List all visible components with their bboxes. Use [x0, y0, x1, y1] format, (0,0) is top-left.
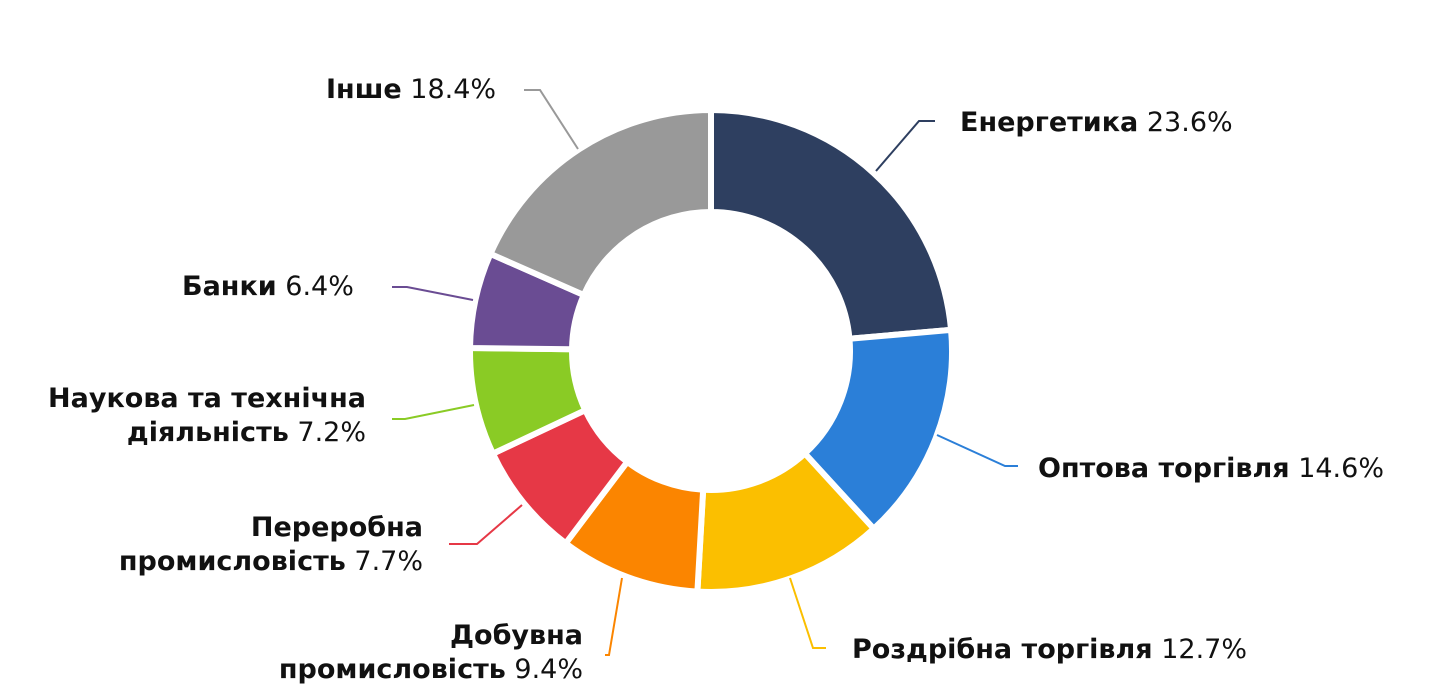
label-manufacturing: Переробна промисловість 7.7% — [118, 512, 423, 577]
label-energy: Енергетика 23.6% — [960, 107, 1233, 138]
leader-line-science — [392, 404, 475, 420]
leader-line-manufacturing — [449, 504, 523, 545]
label-other: Інше 18.4% — [326, 74, 497, 105]
label-retail: Роздрібна торгівля 12.7% — [852, 634, 1248, 665]
slice-other — [487, 107, 714, 298]
slice-energy — [708, 107, 955, 342]
label-science: Наукова та технічна діяльність 7.2% — [48, 383, 366, 448]
leader-line-energy — [875, 120, 935, 172]
slice-wholesale — [801, 326, 955, 532]
leader-line-retail — [789, 577, 826, 649]
label-mining: Добувна промисловість 9.4% — [278, 620, 583, 685]
leader-line-mining — [605, 577, 623, 656]
leader-line-other — [524, 89, 579, 150]
label-banks: Банки 6.4% — [182, 271, 354, 302]
label-wholesale: Оптова торгівля 14.6% — [1038, 453, 1384, 484]
leader-line-wholesale — [936, 434, 1018, 467]
leader-line-banks — [392, 286, 474, 301]
